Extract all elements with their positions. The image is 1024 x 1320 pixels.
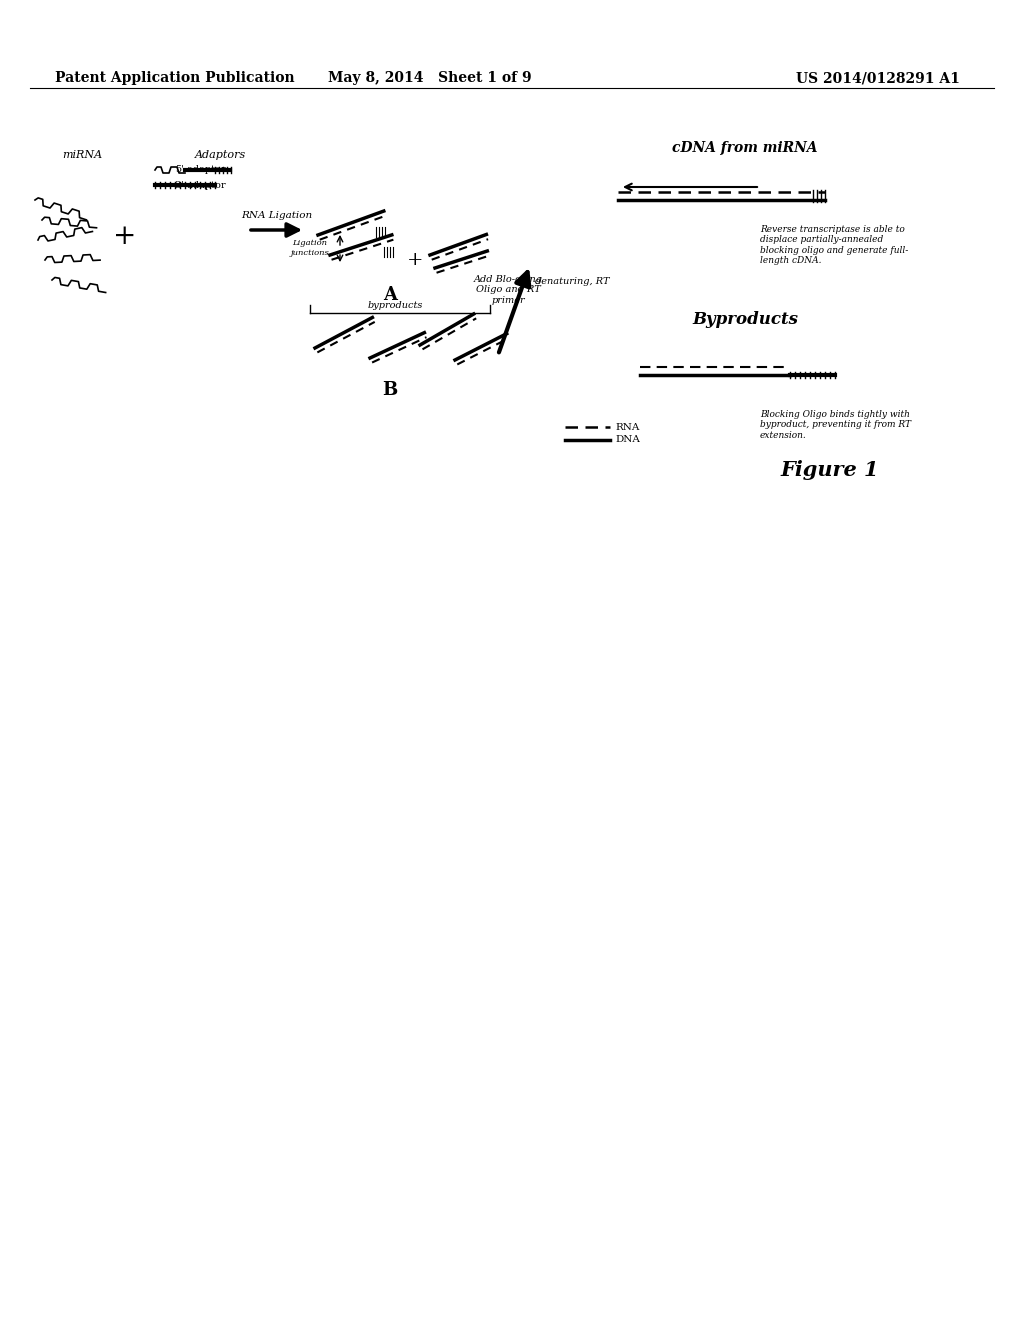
Text: US 2014/0128291 A1: US 2014/0128291 A1 <box>796 71 961 84</box>
Text: RNA: RNA <box>615 422 639 432</box>
Text: Ligation
junctions: Ligation junctions <box>291 239 330 256</box>
Text: Figure 1: Figure 1 <box>780 459 880 480</box>
Text: 3' adaptor: 3' adaptor <box>175 181 225 190</box>
Text: Byproducts: Byproducts <box>692 312 798 329</box>
Text: denaturing, RT: denaturing, RT <box>535 277 609 286</box>
Text: B: B <box>382 381 397 399</box>
Text: byproducts: byproducts <box>368 301 423 309</box>
Text: A: A <box>383 286 397 304</box>
Text: Blocking Oligo binds tightly with
byproduct, preventing it from RT
extension.: Blocking Oligo binds tightly with byprod… <box>760 411 911 440</box>
Text: +: + <box>114 223 136 251</box>
Text: miRNA: miRNA <box>62 150 102 160</box>
Text: 5'-adaptor: 5'-adaptor <box>175 165 225 174</box>
Text: Reverse transcriptase is able to
displace partially-annealed
blocking oligo and : Reverse transcriptase is able to displac… <box>760 224 908 265</box>
Text: May 8, 2014   Sheet 1 of 9: May 8, 2014 Sheet 1 of 9 <box>328 71 531 84</box>
Text: DNA: DNA <box>615 436 640 445</box>
Text: Patent Application Publication: Patent Application Publication <box>55 71 295 84</box>
Text: +: + <box>407 251 423 269</box>
Text: cDNA from miRNA: cDNA from miRNA <box>672 141 818 154</box>
Text: RNA Ligation: RNA Ligation <box>242 210 312 219</box>
Text: Adaptors: Adaptors <box>195 150 246 160</box>
Text: Add Blo-cking
Oligo and RT
primer: Add Blo-cking Oligo and RT primer <box>473 275 543 305</box>
